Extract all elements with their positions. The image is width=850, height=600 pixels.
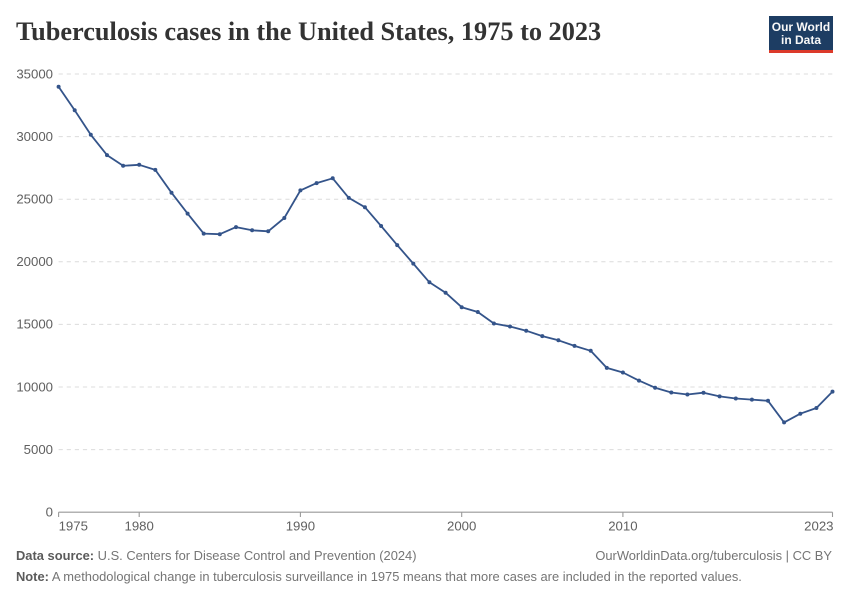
svg-text:20000: 20000 xyxy=(16,254,53,269)
svg-text:30000: 30000 xyxy=(16,129,53,144)
svg-text:25000: 25000 xyxy=(16,192,53,207)
svg-text:2023: 2023 xyxy=(804,518,833,533)
svg-text:5000: 5000 xyxy=(24,442,53,457)
svg-text:1975: 1975 xyxy=(59,518,88,533)
svg-text:1990: 1990 xyxy=(286,518,315,533)
svg-text:15000: 15000 xyxy=(16,317,53,332)
svg-text:1980: 1980 xyxy=(125,518,154,533)
svg-text:35000: 35000 xyxy=(16,66,53,81)
svg-text:10000: 10000 xyxy=(16,379,53,394)
svg-text:0: 0 xyxy=(46,505,53,520)
svg-text:2000: 2000 xyxy=(447,518,476,533)
svg-text:2010: 2010 xyxy=(608,518,637,533)
